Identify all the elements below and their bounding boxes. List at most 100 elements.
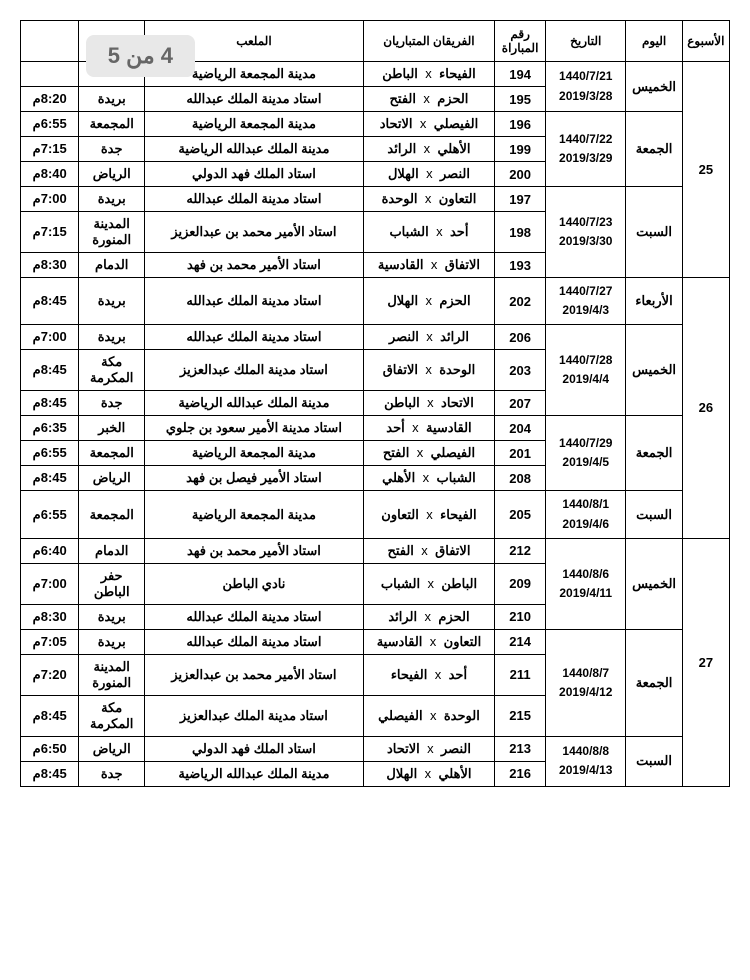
match-number-cell: 204 <box>495 416 546 441</box>
table-row: 27الخميس1440/8/62019/4/11212الاتفاق x ال… <box>21 538 730 563</box>
time-cell: 6:55م <box>21 491 79 538</box>
stadium-cell: مدينة الملك عبدالله الرياضية <box>145 761 364 786</box>
time-cell: 8:45م <box>21 466 79 491</box>
match-number-cell: 195 <box>495 87 546 112</box>
time-cell <box>21 62 79 87</box>
day-cell: الجمعة <box>626 629 682 736</box>
teams-cell: الحزم x الرائد <box>363 604 494 629</box>
time-cell: 8:30م <box>21 253 79 278</box>
day-cell: الخميس <box>626 325 682 416</box>
city-cell: بريدة <box>79 187 145 212</box>
stadium-cell: استاد الملك فهد الدولي <box>145 162 364 187</box>
city-cell: المدينة المنورة <box>79 654 145 695</box>
time-cell: 8:45م <box>21 391 79 416</box>
date-cell: 1440/7/292019/4/5 <box>546 416 626 491</box>
day-cell: الجمعة <box>626 112 682 187</box>
match-number-cell: 206 <box>495 325 546 350</box>
header-date: التاريخ <box>546 21 626 62</box>
city-cell: الخبر <box>79 416 145 441</box>
stadium-cell: مدينة المجمعة الرياضية <box>145 112 364 137</box>
match-number-cell: 196 <box>495 112 546 137</box>
stadium-cell: استاد الأمير محمد بن عبدالعزيز <box>145 212 364 253</box>
match-number-cell: 208 <box>495 466 546 491</box>
teams-cell: الوحدة x الاتفاق <box>363 350 494 391</box>
time-cell: 7:15م <box>21 137 79 162</box>
date-cell: 1440/8/62019/4/11 <box>546 538 626 629</box>
time-cell: 7:15م <box>21 212 79 253</box>
city-cell: بريدة <box>79 325 145 350</box>
match-number-cell: 210 <box>495 604 546 629</box>
stadium-cell: مدينة المجمعة الرياضية <box>145 441 364 466</box>
city-cell: مكة المكرمة <box>79 350 145 391</box>
city-cell: مكة المكرمة <box>79 695 145 736</box>
teams-cell: القادسية x أحد <box>363 416 494 441</box>
stadium-cell: استاد مدينة الأمير سعود بن جلوي <box>145 416 364 441</box>
teams-cell: التعاون x القادسية <box>363 629 494 654</box>
stadium-cell: استاد الملك فهد الدولي <box>145 736 364 761</box>
table-row: الجمعة1440/8/72019/4/12214التعاون x القا… <box>21 629 730 654</box>
match-number-cell: 213 <box>495 736 546 761</box>
city-cell: جدة <box>79 761 145 786</box>
stadium-cell: استاد الأمير فيصل بن فهد <box>145 466 364 491</box>
table-row: السبت1440/8/82019/4/13213النصر x الاتحاد… <box>21 736 730 761</box>
teams-cell: الحزم x الهلال <box>363 278 494 325</box>
day-cell: الخميس <box>626 538 682 629</box>
page-indicator-badge: 4 من 5 <box>86 35 195 77</box>
table-body: 25الخميس1440/7/212019/3/28194الفيحاء x ا… <box>21 62 730 787</box>
schedule-table: الأسبوع اليوم التاريخ رقم المباراة الفري… <box>20 20 730 787</box>
city-cell: بريدة <box>79 87 145 112</box>
match-number-cell: 193 <box>495 253 546 278</box>
time-cell: 6:55م <box>21 441 79 466</box>
header-teams: الفريقان المتباريان <box>363 21 494 62</box>
city-cell: المجمعة <box>79 112 145 137</box>
city-cell: حفر الباطن <box>79 563 145 604</box>
table-row: الخميس1440/7/282019/4/4206الرائد x النصر… <box>21 325 730 350</box>
teams-cell: الأهلي x الهلال <box>363 761 494 786</box>
match-number-cell: 216 <box>495 761 546 786</box>
time-cell: 6:35م <box>21 416 79 441</box>
time-cell: 8:40م <box>21 162 79 187</box>
city-cell: المجمعة <box>79 441 145 466</box>
teams-cell: الفيحاء x التعاون <box>363 491 494 538</box>
time-cell: 7:05م <box>21 629 79 654</box>
stadium-cell: استاد مدينة الملك عبدالله <box>145 604 364 629</box>
time-cell: 6:55م <box>21 112 79 137</box>
city-cell: بريدة <box>79 278 145 325</box>
time-cell: 6:50م <box>21 736 79 761</box>
teams-cell: الحزم x الفتح <box>363 87 494 112</box>
teams-cell: الفيصلي x الفتح <box>363 441 494 466</box>
header-time <box>21 21 79 62</box>
week-cell: 26 <box>682 278 729 539</box>
date-cell: 1440/7/272019/4/3 <box>546 278 626 325</box>
city-cell: الدمام <box>79 538 145 563</box>
time-cell: 8:45م <box>21 278 79 325</box>
teams-cell: الباطن x الشباب <box>363 563 494 604</box>
match-number-cell: 207 <box>495 391 546 416</box>
match-number-cell: 205 <box>495 491 546 538</box>
teams-cell: أحد x الفيحاء <box>363 654 494 695</box>
date-cell: 1440/7/212019/3/28 <box>546 62 626 112</box>
time-cell: 7:20م <box>21 654 79 695</box>
stadium-cell: مدينة الملك عبدالله الرياضية <box>145 391 364 416</box>
match-number-cell: 194 <box>495 62 546 87</box>
city-cell: جدة <box>79 137 145 162</box>
stadium-cell: استاد الأمير محمد بن عبدالعزيز <box>145 654 364 695</box>
teams-cell: النصر x الاتحاد <box>363 736 494 761</box>
table-row: 26الأربعاء1440/7/272019/4/3202الحزم x ال… <box>21 278 730 325</box>
table-row: الجمعة1440/7/292019/4/5204القادسية x أحد… <box>21 416 730 441</box>
time-cell: 8:30م <box>21 604 79 629</box>
week-cell: 27 <box>682 538 729 786</box>
teams-cell: التعاون x الوحدة <box>363 187 494 212</box>
day-cell: السبت <box>626 187 682 278</box>
stadium-cell: استاد مدينة الملك عبدالله <box>145 187 364 212</box>
stadium-cell: استاد مدينة الملك عبدالعزيز <box>145 350 364 391</box>
city-cell: المدينة المنورة <box>79 212 145 253</box>
date-cell: 1440/8/72019/4/12 <box>546 629 626 736</box>
week-cell: 25 <box>682 62 729 278</box>
teams-cell: الاتحاد x الباطن <box>363 391 494 416</box>
match-number-cell: 198 <box>495 212 546 253</box>
match-number-cell: 209 <box>495 563 546 604</box>
day-cell: السبت <box>626 491 682 538</box>
stadium-cell: استاد مدينة الملك عبدالله <box>145 325 364 350</box>
stadium-cell: استاد مدينة الملك عبدالله <box>145 278 364 325</box>
